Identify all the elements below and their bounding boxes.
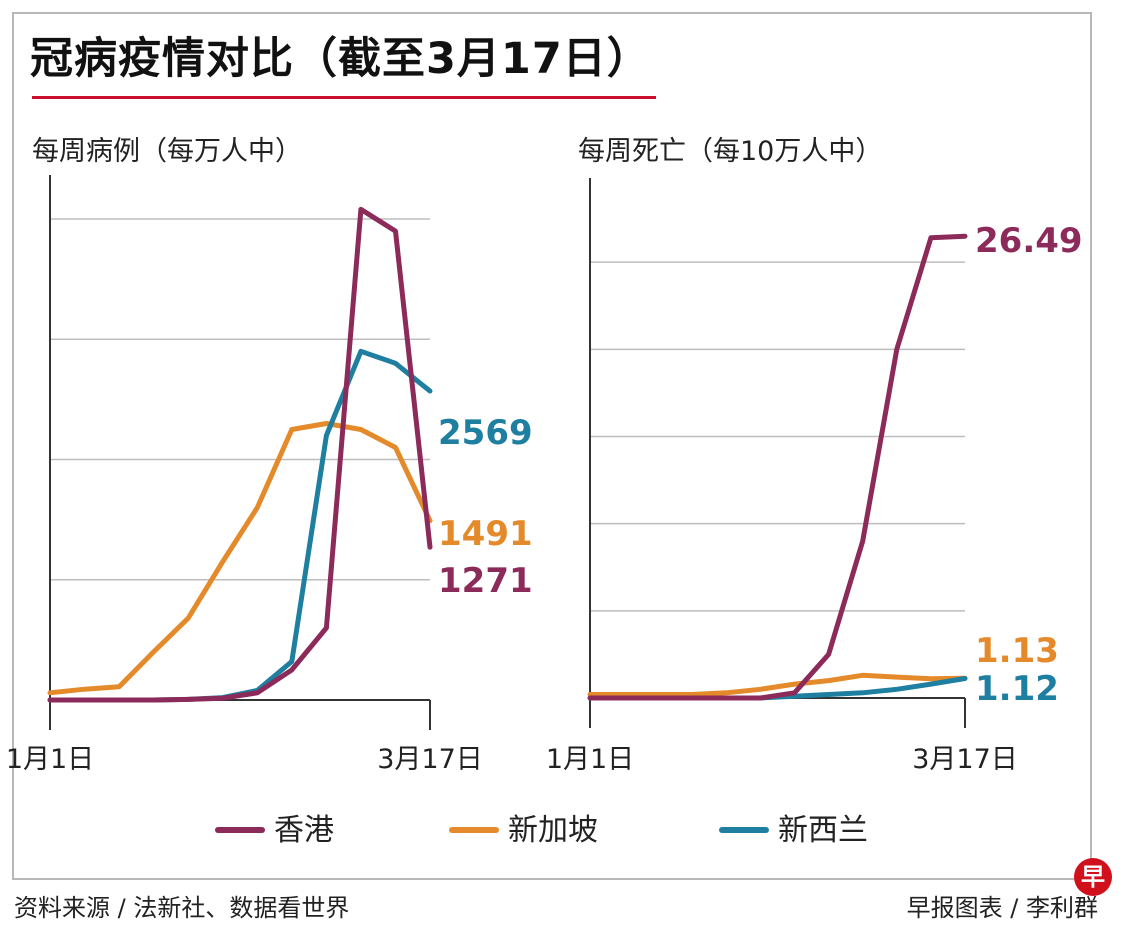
series-line-hongkong	[587, 233, 968, 701]
end-value-label-newzealand: 1.12	[975, 669, 1059, 709]
legend-label: 新加坡	[508, 813, 598, 848]
x-tick-label: 3月17日	[377, 744, 483, 775]
panel-deaths: 每周死亡（每10万人中） 1月1日 3月17日 26.49 1.131.12	[546, 136, 1083, 775]
series-line-hongkong	[47, 206, 433, 703]
series-line-singapore	[587, 672, 968, 697]
title-underline	[32, 96, 656, 99]
credit-note: 早报图表 / 李利群	[906, 894, 1098, 922]
legend-item-hongkong: 香港	[215, 813, 334, 848]
panel-subtitle: 每周死亡（每10万人中）	[578, 136, 882, 167]
chart-frame	[12, 12, 1092, 880]
panel-cases: 每周病例（每万人中） 1月1日 3月17日 1271 1491 2569	[6, 136, 533, 775]
x-tick-label: 3月17日	[912, 744, 1018, 775]
end-value-label-newzealand: 2569	[438, 413, 533, 453]
brand-logo: 早	[1074, 858, 1112, 896]
chart-title: 冠病疫情对比（截至3月17日）	[30, 34, 651, 84]
legend-item-singapore: 新加坡	[449, 813, 598, 848]
end-value-label-singapore: 1491	[438, 514, 533, 554]
legend-label: 新西兰	[778, 813, 868, 848]
series-line-newzealand	[47, 348, 433, 703]
x-tick-label: 1月1日	[6, 744, 94, 775]
end-value-label-hongkong: 26.49	[975, 221, 1083, 261]
series-line-singapore	[47, 421, 433, 696]
legend-item-newzealand: 新西兰	[719, 813, 868, 848]
end-value-label-singapore: 1.13	[975, 631, 1059, 671]
panel-subtitle: 每周病例（每万人中）	[32, 136, 302, 167]
source-note: 资料来源 / 法新社、数据看世界	[14, 894, 350, 922]
legend-label: 香港	[274, 813, 334, 848]
end-value-label-hongkong: 1271	[438, 561, 533, 601]
x-tick-label: 1月1日	[546, 744, 634, 775]
